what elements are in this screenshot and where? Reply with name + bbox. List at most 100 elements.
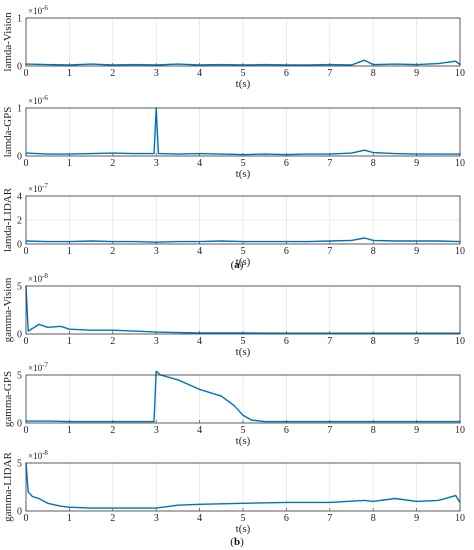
data-point (372, 420, 374, 423)
y-exponent-label: ×10-8 (28, 272, 48, 284)
data-point (155, 241, 157, 243)
y-exponent-label: ×10-7 (28, 361, 48, 373)
x-tick-label: 4 (197, 513, 202, 524)
data-point (251, 419, 253, 421)
data-point (155, 507, 157, 509)
x-tick-label: 2 (110, 513, 115, 524)
y-tick-label: 1 (17, 14, 22, 25)
data-point (372, 239, 374, 241)
series-line-1 (25, 285, 460, 334)
data-point (437, 153, 439, 155)
x-tick-label: 3 (154, 425, 159, 436)
data-point (264, 420, 266, 423)
data-point (47, 326, 49, 328)
data-point (177, 63, 179, 65)
x-tick-label: 1 (67, 336, 72, 347)
y-axis-label: lamda-Vision (2, 12, 14, 72)
axes-box (25, 17, 461, 67)
y-exponent-label: ×10-6 (28, 4, 48, 16)
y-axis-label: gamma-GPS (2, 371, 14, 427)
y-tick-label: 1 (17, 104, 22, 115)
data-point (372, 332, 374, 334)
data-point (455, 495, 457, 497)
chart-panel-6: 0 1 2 3 4 5 6 7 8 9 10 0 5 ×10-8 gamma-LIDAR t(s) (2, 449, 465, 535)
data-point (285, 501, 287, 503)
data-point (47, 241, 49, 243)
y-tick-label: 2 (17, 216, 22, 227)
x-tick-label: 8 (371, 425, 376, 436)
y-tick-label: 5 (17, 371, 22, 382)
x-tick-label: 5 (241, 68, 246, 79)
x-tick-label: 5 (241, 158, 246, 169)
x-tick-label: 7 (327, 246, 332, 257)
chart-panel-3: 0 1 2 3 4 5 6 7 8 9 10 0 2 4 ×10-7 lamda-LIDAR t(s) (2, 182, 465, 268)
data-point (264, 241, 266, 243)
data-point (68, 420, 70, 423)
x-tick-label: 10 (455, 158, 465, 169)
data-point (220, 63, 222, 66)
data-point (220, 240, 222, 242)
data-point (38, 323, 40, 325)
data-point (133, 330, 136, 332)
data-point (133, 63, 136, 66)
x-tick-label: 7 (327, 68, 332, 79)
axes-box (25, 374, 461, 424)
data-point (199, 388, 201, 390)
x-tick-label: 1 (67, 513, 72, 524)
data-point (350, 64, 353, 66)
x-tick-label: 7 (327, 513, 332, 524)
x-tick-label: 3 (154, 68, 159, 79)
data-point (437, 240, 439, 242)
data-point (372, 500, 374, 502)
y-tick-label: 5 (17, 459, 22, 470)
data-point (27, 491, 29, 493)
data-point (112, 241, 114, 243)
data-point (264, 153, 266, 155)
y-exponent-label: ×10-8 (28, 449, 48, 461)
axes-box (25, 285, 461, 335)
x-tick-label: 1 (67, 425, 72, 436)
x-tick-label: 0 (24, 246, 29, 257)
data-point (68, 506, 70, 508)
data-point (68, 64, 70, 66)
data-point (307, 241, 309, 243)
data-point (242, 241, 244, 243)
data-point (47, 63, 49, 66)
data-point (133, 420, 136, 423)
data-point (350, 152, 353, 154)
data-point (242, 502, 244, 504)
x-axis-label: t(s) (236, 78, 251, 90)
data-point (220, 395, 222, 397)
data-point (47, 502, 49, 504)
x-tick-label: 4 (197, 336, 202, 347)
x-tick-label: 1 (67, 68, 72, 79)
x-tick-label: 6 (284, 425, 289, 436)
data-point (133, 241, 136, 243)
x-tick-label: 0 (24, 68, 29, 79)
y-tick-label: 0 (17, 507, 22, 518)
x-tick-label: 0 (24, 425, 29, 436)
data-point (157, 153, 159, 155)
data-point (307, 64, 309, 66)
y-tick-label: 0 (17, 419, 22, 430)
x-tick-label: 10 (455, 513, 465, 524)
axes-box (25, 107, 461, 157)
x-axis-label: t(s) (236, 256, 251, 268)
data-point (350, 239, 353, 241)
x-tick-label: 0 (24, 158, 29, 169)
chart-panel-5: 0 1 2 3 4 5 6 7 8 9 10 0 5 ×10-7 gamma-GPS t(s) (2, 361, 465, 447)
x-tick-label: 6 (284, 336, 289, 347)
y-tick-label: 0 (17, 240, 22, 251)
series-line-1 (25, 237, 461, 243)
x-tick-label: 3 (154, 158, 159, 169)
x-tick-label: 3 (154, 336, 159, 347)
caption-b: (b) (230, 536, 244, 548)
data-point (27, 330, 29, 332)
x-tick-label: 2 (110, 425, 115, 436)
x-tick-label: 9 (414, 425, 419, 436)
data-point (155, 370, 157, 372)
data-point (363, 149, 366, 151)
data-point (242, 153, 244, 156)
data-point (394, 63, 396, 65)
